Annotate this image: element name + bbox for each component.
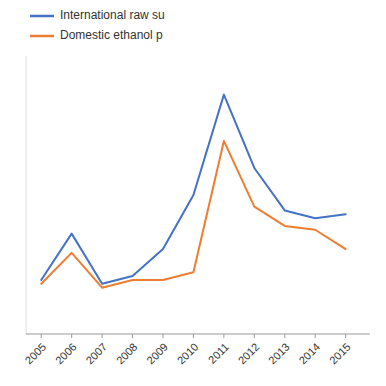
x-tick-label: 2010 (175, 341, 201, 367)
x-tick-label: 2013 (266, 341, 292, 367)
x-tick (223, 334, 224, 338)
line (41, 95, 345, 284)
x-tick-label: 2005 (22, 341, 48, 367)
legend-swatch (30, 35, 54, 38)
x-tick (132, 334, 133, 338)
x-tick (284, 334, 285, 338)
x-tick (71, 334, 72, 338)
legend-label: Domestic ethanol p (60, 28, 163, 42)
y-axis-line (26, 56, 27, 334)
x-tick-label: 2006 (53, 341, 79, 367)
x-tick-label: 2012 (236, 341, 262, 367)
legend-swatch (30, 15, 54, 18)
line (41, 141, 345, 288)
x-tick (345, 334, 346, 338)
x-axis-line (26, 334, 370, 335)
x-tick-label: 2014 (296, 341, 322, 367)
legend: International raw su Domestic ethanol p (30, 8, 165, 42)
x-tick-label: 2009 (144, 341, 170, 367)
legend-label: International raw su (60, 8, 165, 22)
x-tick-label: 2015 (327, 341, 353, 367)
x-tick (254, 334, 255, 338)
x-tick (162, 334, 163, 338)
x-tick (315, 334, 316, 338)
x-tick-label: 2007 (83, 341, 109, 367)
x-tick-label: 2008 (114, 341, 140, 367)
x-tick (102, 334, 103, 338)
x-tick-label: 2011 (206, 341, 231, 366)
x-tick (41, 334, 42, 338)
chart: 2005200620072008200920102011201220132014… (0, 0, 386, 386)
x-tick (193, 334, 194, 338)
plot-area (41, 95, 345, 288)
